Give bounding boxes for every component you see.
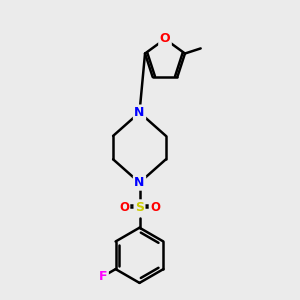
Text: O: O [160,32,170,46]
Text: O: O [150,201,160,214]
Text: N: N [134,106,145,119]
Text: F: F [99,270,107,283]
Text: O: O [119,201,129,214]
Text: N: N [134,176,145,189]
Text: S: S [135,201,144,214]
